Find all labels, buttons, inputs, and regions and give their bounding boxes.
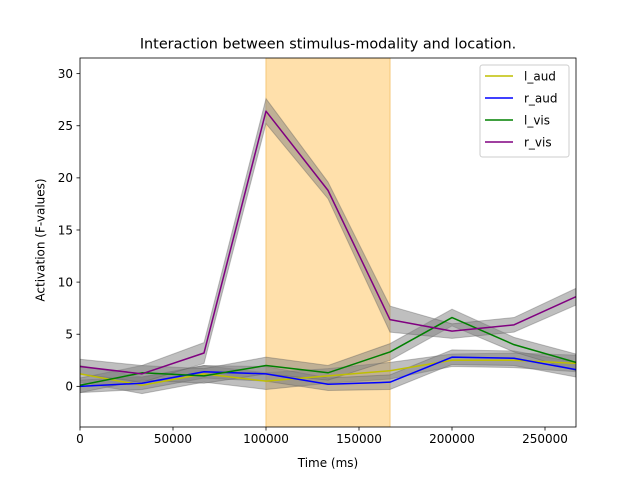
x-tick-label: 150000 xyxy=(336,432,382,446)
legend-label-r-aud: r_aud xyxy=(524,91,558,105)
y-tick-label: 20 xyxy=(58,171,73,185)
y-tick-label: 10 xyxy=(58,275,73,289)
y-tick-label: 15 xyxy=(58,223,73,237)
series-line-l-aud xyxy=(80,359,576,387)
legend-label-l-aud: l_aud xyxy=(524,69,556,83)
x-tick-label: 0 xyxy=(76,432,84,446)
x-tick-label: 50000 xyxy=(154,432,192,446)
legend-label-l-vis: l_vis xyxy=(524,113,550,127)
plot-content xyxy=(80,58,576,427)
legend-box xyxy=(479,64,570,158)
legend: l_aud r_aud l_vis r_vis xyxy=(479,64,570,158)
axes-frame xyxy=(79,57,577,428)
x-tick-label: 250000 xyxy=(522,432,568,446)
series-line-r-aud xyxy=(80,356,576,388)
legend-label-r-vis: r_vis xyxy=(524,135,552,149)
chart-title: Interaction between stimulus-modality an… xyxy=(140,37,516,53)
y-tick-label: 5 xyxy=(65,328,73,342)
band-r-vis xyxy=(80,97,576,383)
y-tick-label: 30 xyxy=(58,67,73,81)
series-line-r-vis xyxy=(80,110,576,375)
x-axis-label: Time (ms) xyxy=(297,456,359,470)
plot-area: 0 50000 100000 150000 200000 250000 0 5 10 15 20 25… xyxy=(58,57,577,446)
x-tick-label: 100000 xyxy=(243,432,289,446)
y-tick-label: 0 xyxy=(65,380,73,394)
y-tick-label: 25 xyxy=(58,119,73,133)
x-tick-label: 200000 xyxy=(429,432,475,446)
y-axis-label: Activation (F-values) xyxy=(34,178,48,301)
series-line-l-vis xyxy=(80,316,576,387)
